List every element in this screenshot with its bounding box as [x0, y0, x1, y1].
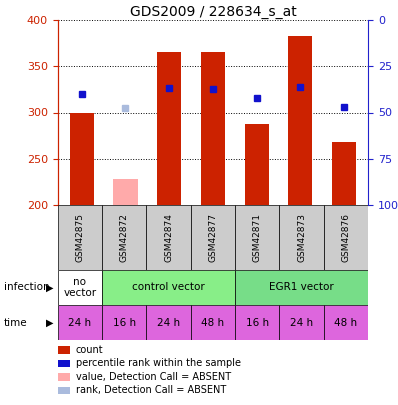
Bar — [113, 179, 137, 205]
Text: 48 h: 48 h — [334, 318, 357, 328]
Bar — [70, 113, 94, 205]
Text: control vector: control vector — [132, 283, 205, 292]
Text: 48 h: 48 h — [201, 318, 224, 328]
Text: 24 h: 24 h — [157, 318, 180, 328]
Text: time: time — [4, 318, 27, 328]
Bar — [58, 270, 102, 305]
Bar — [191, 305, 235, 340]
Text: value, Detection Call = ABSENT: value, Detection Call = ABSENT — [76, 372, 231, 382]
Bar — [324, 205, 368, 270]
Bar — [58, 305, 102, 340]
Bar — [102, 270, 235, 305]
Text: ▶: ▶ — [46, 318, 54, 328]
Bar — [289, 36, 312, 205]
Bar — [235, 205, 279, 270]
Text: GSM42876: GSM42876 — [341, 213, 351, 262]
Text: 24 h: 24 h — [290, 318, 313, 328]
Bar — [102, 205, 146, 270]
Text: EGR1 vector: EGR1 vector — [269, 283, 334, 292]
Bar — [245, 124, 269, 205]
Text: 16 h: 16 h — [246, 318, 269, 328]
Bar — [279, 205, 324, 270]
Bar — [146, 205, 191, 270]
Text: rank, Detection Call = ABSENT: rank, Detection Call = ABSENT — [76, 385, 226, 395]
Text: infection: infection — [4, 283, 50, 292]
Text: 24 h: 24 h — [68, 318, 92, 328]
Text: GSM42877: GSM42877 — [209, 213, 217, 262]
Text: percentile rank within the sample: percentile rank within the sample — [76, 358, 241, 369]
Text: GSM42873: GSM42873 — [297, 213, 306, 262]
Bar — [146, 305, 191, 340]
Bar — [201, 52, 225, 205]
Bar — [235, 270, 368, 305]
Text: GSM42875: GSM42875 — [75, 213, 84, 262]
Bar — [58, 205, 102, 270]
Bar — [324, 305, 368, 340]
Text: GSM42872: GSM42872 — [120, 213, 129, 262]
Bar — [235, 305, 279, 340]
Bar — [191, 205, 235, 270]
Bar — [102, 305, 146, 340]
Text: no
vector: no vector — [63, 277, 96, 298]
Text: 16 h: 16 h — [113, 318, 136, 328]
Text: GSM42874: GSM42874 — [164, 213, 173, 262]
Bar — [157, 52, 181, 205]
Text: ▶: ▶ — [46, 283, 54, 292]
Bar — [279, 305, 324, 340]
Bar — [332, 142, 356, 205]
Text: count: count — [76, 345, 103, 355]
Text: GSM42871: GSM42871 — [253, 213, 262, 262]
Title: GDS2009 / 228634_s_at: GDS2009 / 228634_s_at — [130, 5, 296, 19]
